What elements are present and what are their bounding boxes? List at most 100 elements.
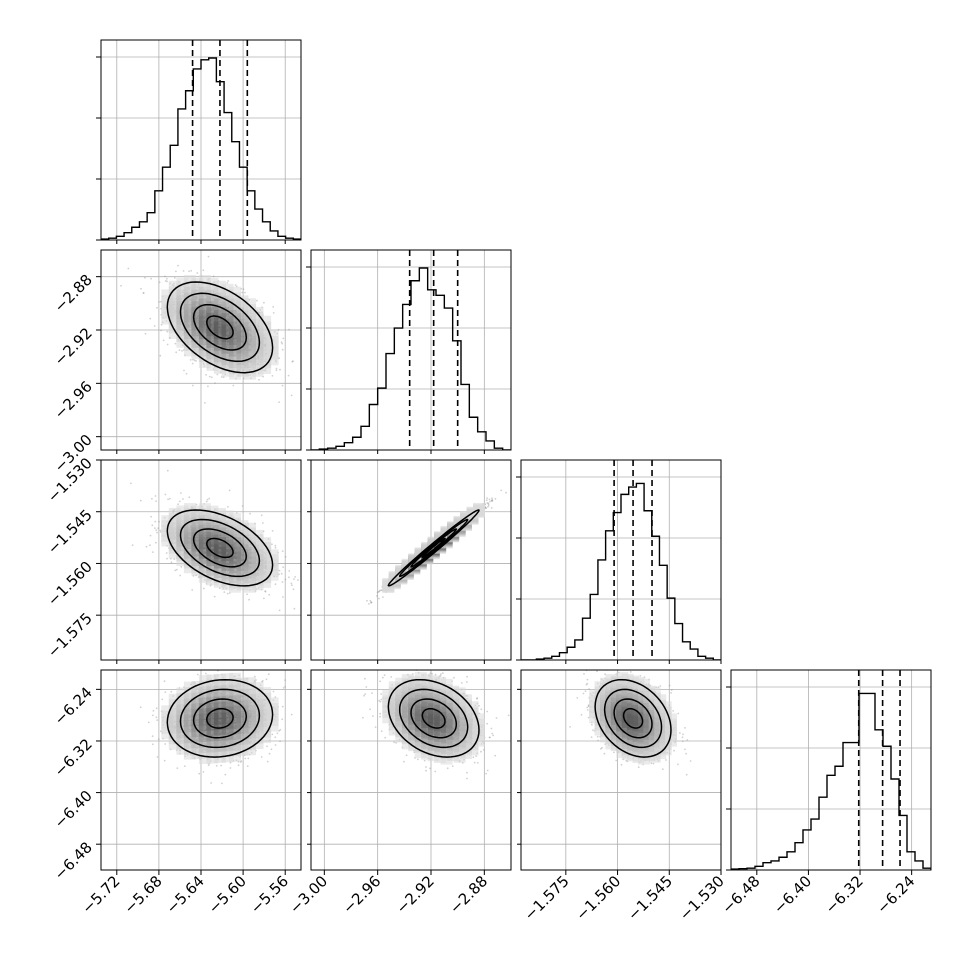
- sample-point: [264, 590, 266, 592]
- y-tick-label: −2.92: [51, 324, 96, 369]
- sample-point: [247, 757, 250, 760]
- sample-point: [166, 330, 169, 333]
- sample-point: [151, 497, 153, 500]
- panel-content: [521, 460, 721, 660]
- sample-point: [155, 541, 157, 544]
- sample-point: [264, 590, 267, 593]
- panel-frame: [520, 459, 722, 661]
- sample-point: [268, 593, 271, 596]
- sample-point: [164, 493, 167, 496]
- sample-point: [177, 264, 179, 267]
- sample-point: [272, 312, 275, 314]
- sample-point: [182, 270, 185, 272]
- sample-point: [282, 687, 285, 689]
- sample-point: [158, 520, 160, 523]
- sample-point: [144, 276, 146, 279]
- sample-point: [169, 497, 171, 500]
- y-tick-label: −1.545: [44, 506, 96, 558]
- sample-point: [265, 678, 268, 681]
- panel-3-0: −5.72−5.68−5.64−5.60−5.56−6.48−6.40−6.32…: [51, 665, 302, 917]
- sample-point: [292, 588, 295, 591]
- sample-point: [180, 665, 182, 667]
- sample-point: [179, 574, 182, 577]
- sample-point: [281, 718, 284, 721]
- sample-point: [164, 743, 167, 745]
- y-tick-label: −2.88: [51, 271, 96, 316]
- sample-point: [274, 544, 277, 547]
- sample-point: [166, 469, 169, 472]
- sample-point: [156, 531, 158, 534]
- sample-point: [485, 499, 488, 502]
- panel-2-2: [516, 459, 722, 664]
- sample-point: [193, 359, 196, 362]
- sample-point: [237, 764, 240, 767]
- sample-point: [260, 756, 263, 758]
- sample-point: [203, 587, 205, 590]
- sample-point: [297, 579, 299, 581]
- sample-point: [234, 284, 237, 286]
- sample-point: [158, 281, 161, 284]
- sample-point: [258, 378, 260, 381]
- sample-point: [292, 360, 294, 363]
- sample-point: [487, 502, 490, 505]
- sample-point: [174, 569, 177, 572]
- sample-point: [178, 500, 181, 503]
- sample-point: [177, 503, 180, 506]
- sample-point: [290, 582, 293, 585]
- sample-point: [491, 499, 493, 502]
- sample-point: [170, 561, 173, 564]
- density-cell: [473, 502, 485, 515]
- sample-point: [176, 767, 179, 769]
- sample-point: [164, 280, 167, 282]
- sample-point: [370, 601, 372, 604]
- sample-point: [244, 757, 247, 760]
- sample-point: [291, 360, 294, 363]
- sample-point: [144, 332, 147, 335]
- sample-point: [263, 597, 265, 600]
- sample-point: [302, 343, 304, 345]
- sample-point: [175, 351, 178, 354]
- sample-point: [278, 729, 281, 732]
- sample-point: [271, 543, 273, 546]
- sample-point: [500, 489, 503, 492]
- sample-point: [150, 515, 153, 518]
- sample-point: [158, 301, 160, 303]
- sample-point: [294, 576, 297, 578]
- sample-point: [154, 520, 157, 523]
- sample-point: [281, 348, 284, 351]
- sample-point: [249, 512, 252, 515]
- sample-point: [207, 255, 210, 258]
- sample-point: [208, 497, 211, 500]
- sample-point: [154, 527, 156, 529]
- density-cell: [183, 503, 196, 516]
- sample-point: [378, 590, 381, 593]
- sample-point: [153, 325, 156, 327]
- sample-point: [284, 685, 287, 688]
- sample-point: [196, 272, 199, 274]
- sample-point: [160, 329, 163, 332]
- sample-point: [205, 500, 208, 503]
- sample-point: [382, 596, 384, 598]
- panel-1-0: −3.00−2.96−2.92−2.88: [51, 249, 304, 476]
- sample-point: [260, 514, 263, 517]
- sample-point: [204, 665, 206, 667]
- sample-point: [151, 551, 154, 553]
- sample-point: [162, 339, 165, 342]
- sample-point: [490, 499, 493, 502]
- contour-line: [206, 315, 234, 340]
- sample-point: [207, 764, 210, 767]
- sample-point: [223, 591, 226, 593]
- sample-point: [155, 529, 158, 532]
- contour-line: [166, 281, 274, 374]
- sample-point: [127, 267, 130, 270]
- panel-frame: [310, 249, 512, 451]
- sample-point: [222, 376, 225, 379]
- sample-point: [157, 738, 160, 741]
- y-tick-label: −1.560: [44, 558, 96, 610]
- sample-point: [159, 529, 162, 532]
- panel-content: [311, 250, 511, 450]
- sample-point: [164, 275, 166, 278]
- sample-point: [306, 592, 308, 594]
- panel-content: [139, 665, 293, 785]
- sample-point: [173, 558, 176, 561]
